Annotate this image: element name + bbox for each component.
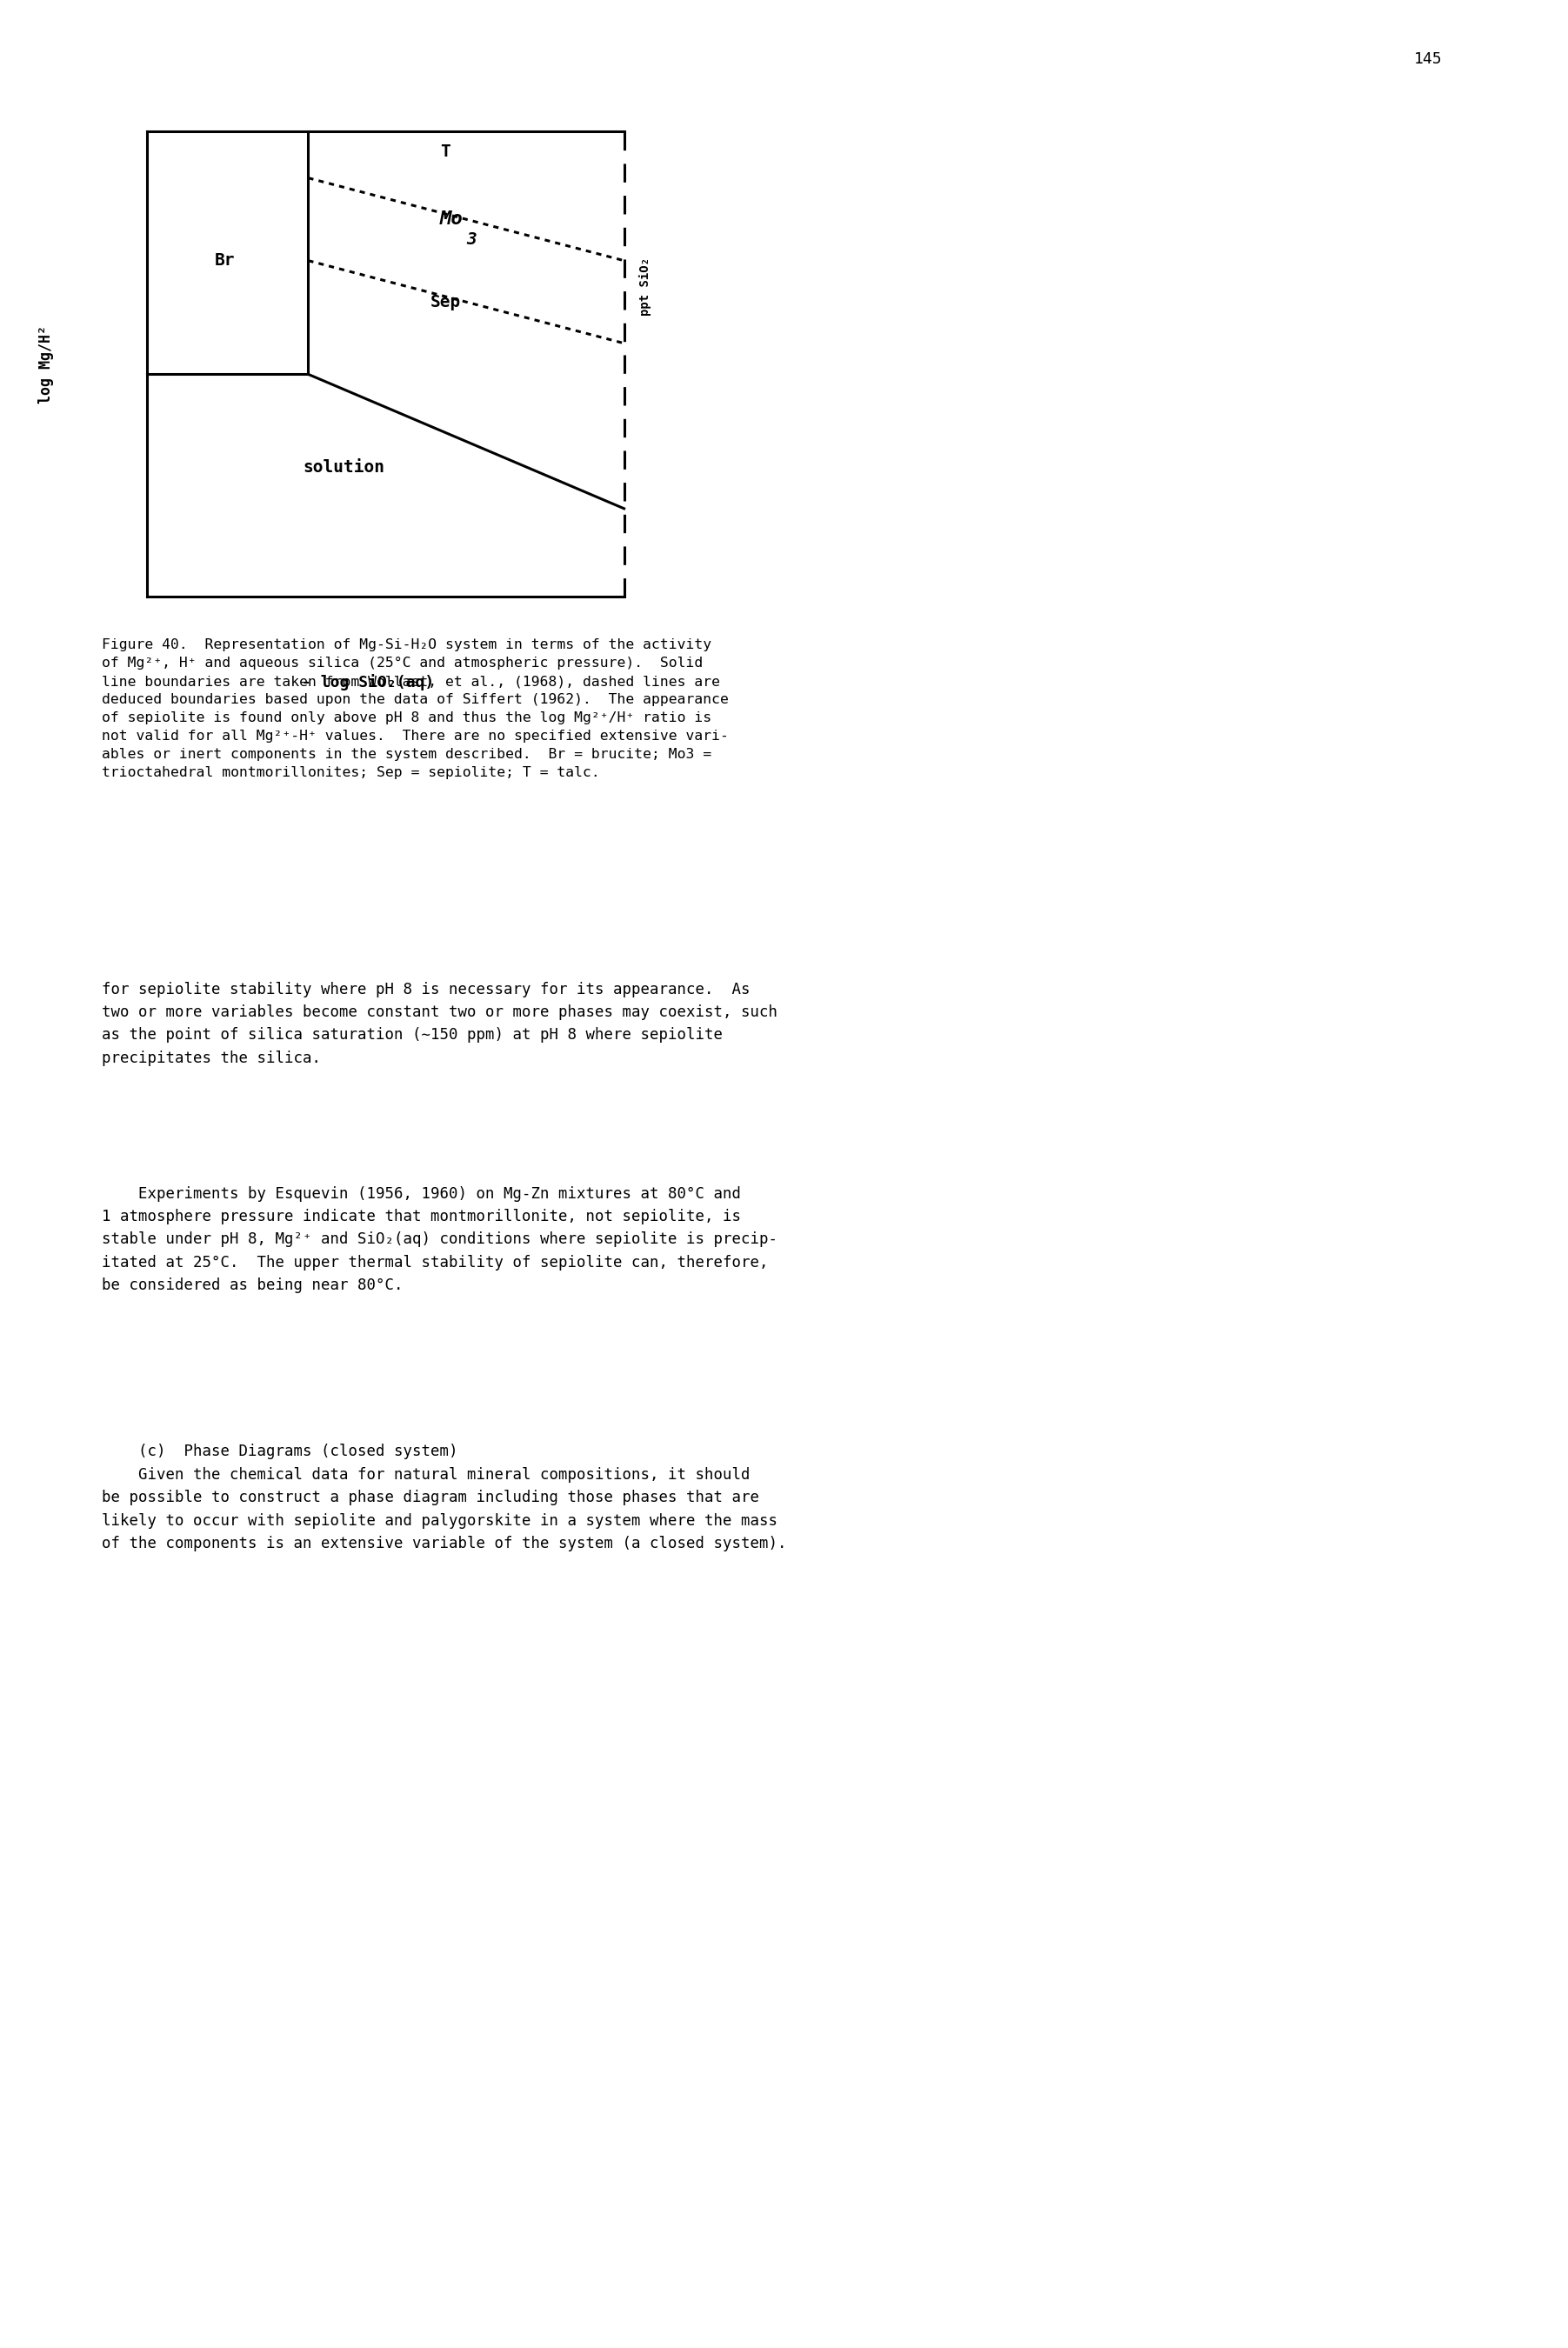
Text: for sepiolite stability where pH 8 is necessary for its appearance.  As
two or m: for sepiolite stability where pH 8 is ne… — [102, 981, 778, 1066]
Text: solution: solution — [303, 458, 384, 477]
Text: log Mg/H²: log Mg/H² — [38, 324, 53, 404]
Text: ppt SiO₂: ppt SiO₂ — [640, 258, 651, 315]
Text: Mo: Mo — [441, 211, 463, 228]
Text: (c)  Phase Diagrams (closed system)
    Given the chemical data for natural mine: (c) Phase Diagrams (closed system) Given… — [102, 1444, 787, 1552]
Text: Sep: Sep — [430, 294, 461, 310]
Text: 3: 3 — [466, 232, 477, 249]
Text: Experiments by Esquevin (1956, 1960) on Mg-Zn mixtures at 80°C and
1 atmosphere : Experiments by Esquevin (1956, 1960) on … — [102, 1186, 778, 1294]
Text: 145: 145 — [1414, 52, 1443, 68]
Text: - log SiO₂(aq): - log SiO₂(aq) — [301, 674, 434, 690]
Text: Figure 40.  Representation of Mg-Si-H₂O system in terms of the activity
of Mg²⁺,: Figure 40. Representation of Mg-Si-H₂O s… — [102, 639, 729, 780]
Text: Br: Br — [215, 251, 235, 270]
Text: T: T — [441, 143, 450, 160]
